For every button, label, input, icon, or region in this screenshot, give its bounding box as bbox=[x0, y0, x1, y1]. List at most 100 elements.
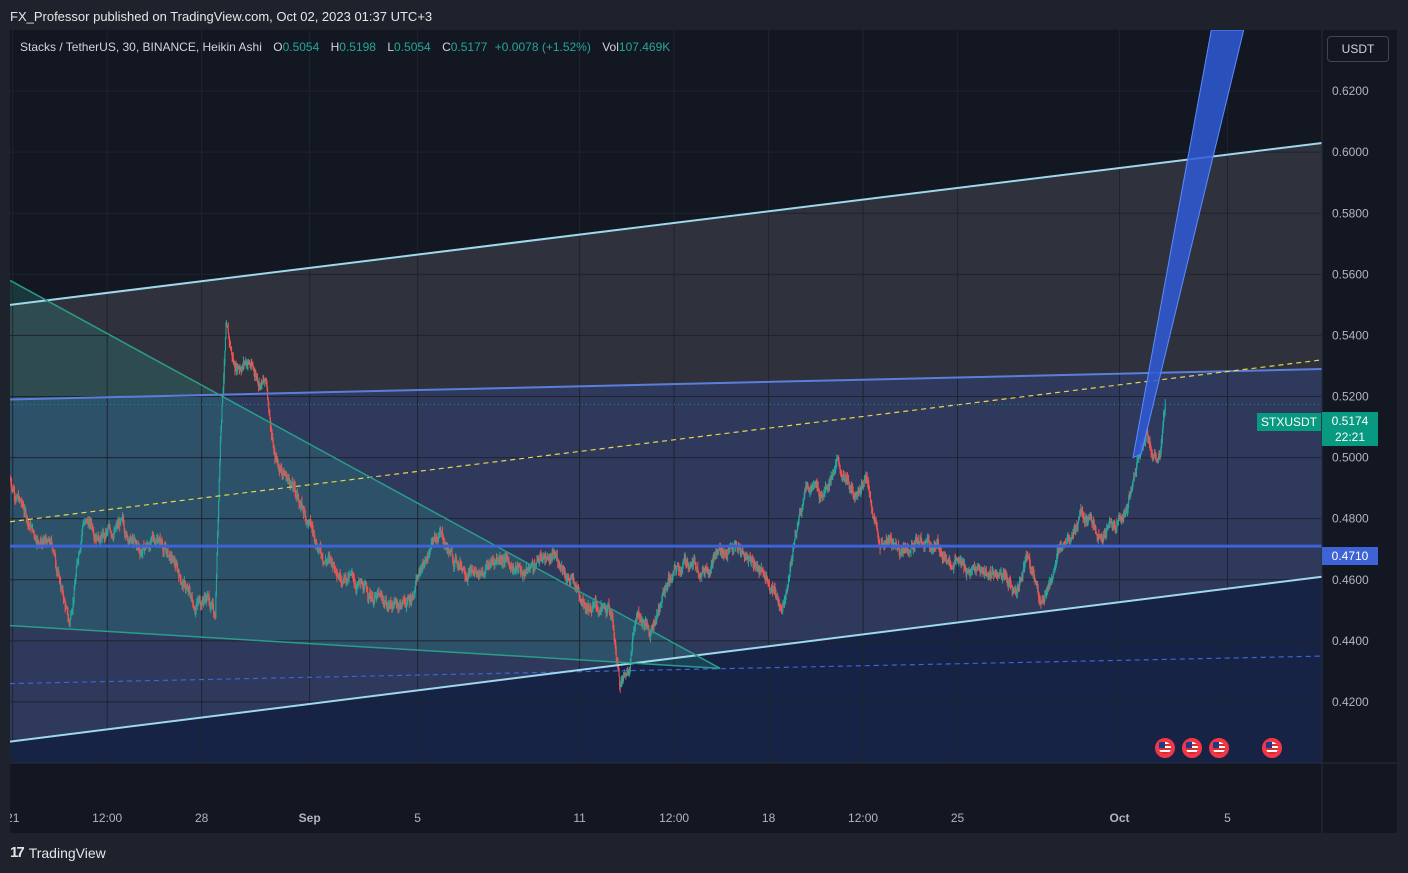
triangle-upper-edge[interactable] bbox=[10, 279, 721, 669]
candle bbox=[424, 562, 426, 566]
candle bbox=[355, 586, 357, 590]
candle bbox=[390, 602, 392, 605]
candle bbox=[1038, 597, 1040, 601]
candle bbox=[93, 533, 95, 537]
candle bbox=[362, 582, 364, 587]
dashed-lower-line[interactable] bbox=[10, 655, 1323, 685]
chart-area[interactable]: 0.42000.44000.46000.48000.50000.52000.54… bbox=[10, 30, 1397, 833]
candle bbox=[932, 549, 934, 551]
candle bbox=[231, 350, 233, 353]
candle bbox=[971, 566, 973, 570]
candle bbox=[435, 538, 437, 541]
candle bbox=[1101, 538, 1103, 540]
legend-close-value: 0.5177 bbox=[450, 40, 488, 54]
candle bbox=[870, 494, 871, 500]
candle bbox=[690, 563, 692, 565]
us-flag-icon[interactable] bbox=[1155, 738, 1175, 758]
candle bbox=[587, 607, 589, 610]
candle bbox=[416, 577, 418, 582]
candle bbox=[685, 560, 687, 564]
candle bbox=[121, 517, 123, 519]
candle bbox=[630, 654, 632, 663]
candle bbox=[304, 511, 306, 518]
candle bbox=[536, 562, 537, 568]
candle bbox=[716, 553, 718, 555]
tradingview-brand[interactable]: 17 TradingView bbox=[10, 844, 106, 861]
candle bbox=[293, 484, 295, 486]
candle bbox=[408, 598, 410, 603]
candle bbox=[561, 565, 563, 570]
candle bbox=[34, 537, 36, 539]
candle bbox=[1025, 556, 1027, 562]
triangle-lower-edge[interactable] bbox=[10, 624, 721, 670]
candle bbox=[73, 590, 75, 601]
channel-lower-line[interactable] bbox=[10, 575, 1323, 743]
candle bbox=[941, 555, 943, 557]
candle bbox=[497, 560, 499, 563]
candle bbox=[985, 570, 987, 573]
candle bbox=[947, 560, 949, 563]
candle bbox=[220, 427, 222, 440]
candle bbox=[394, 601, 396, 604]
projection-wedge[interactable] bbox=[1132, 30, 1245, 459]
candle bbox=[78, 554, 80, 560]
currency-button[interactable]: USDT bbox=[1327, 36, 1389, 62]
candle bbox=[422, 563, 424, 566]
candle bbox=[60, 587, 62, 589]
candle bbox=[864, 476, 866, 479]
candle bbox=[1040, 601, 1042, 603]
candle bbox=[739, 547, 741, 550]
candle bbox=[625, 673, 627, 676]
candle bbox=[136, 541, 138, 547]
candle bbox=[730, 547, 731, 549]
candle bbox=[1046, 590, 1048, 592]
candle bbox=[933, 546, 934, 550]
candle bbox=[389, 603, 391, 606]
us-flag-icon[interactable] bbox=[1262, 738, 1282, 758]
candle bbox=[273, 447, 275, 451]
candle bbox=[339, 574, 341, 579]
candle bbox=[244, 362, 246, 364]
candle bbox=[611, 615, 613, 620]
candle bbox=[426, 556, 428, 562]
candle bbox=[1011, 586, 1013, 588]
candle bbox=[888, 537, 890, 541]
dashed-midline[interactable] bbox=[10, 359, 1323, 523]
candle bbox=[86, 520, 88, 522]
candle bbox=[233, 362, 235, 364]
blue-band-line[interactable] bbox=[10, 368, 1323, 401]
candle bbox=[737, 549, 739, 552]
candle bbox=[1009, 580, 1010, 583]
channel-upper-line[interactable] bbox=[10, 142, 1323, 306]
us-flag-icon[interactable] bbox=[1209, 738, 1229, 758]
candle bbox=[13, 491, 15, 493]
candle bbox=[74, 585, 76, 591]
candle bbox=[514, 570, 515, 572]
candle bbox=[608, 604, 610, 606]
candle bbox=[354, 584, 356, 587]
candle bbox=[596, 604, 598, 607]
candle bbox=[460, 565, 462, 567]
candle bbox=[1129, 494, 1131, 496]
candle bbox=[35, 537, 37, 541]
candle bbox=[758, 571, 760, 574]
candle bbox=[742, 551, 744, 555]
candle bbox=[588, 606, 590, 610]
candle bbox=[997, 573, 999, 576]
candle bbox=[892, 544, 893, 546]
us-flag-icon[interactable] bbox=[1182, 738, 1202, 758]
candle bbox=[679, 568, 681, 571]
candle bbox=[895, 542, 897, 547]
candle bbox=[279, 469, 281, 472]
candle bbox=[501, 559, 503, 563]
candle bbox=[559, 564, 561, 568]
candle bbox=[380, 594, 382, 596]
candle bbox=[541, 556, 542, 559]
candle bbox=[906, 547, 907, 550]
candle bbox=[978, 567, 980, 569]
candle bbox=[916, 539, 918, 544]
legend-symbol[interactable]: Stacks / TetherUS, 30, BINANCE, Heikin A… bbox=[20, 40, 262, 54]
candle bbox=[810, 487, 812, 490]
candle bbox=[616, 658, 618, 662]
candle bbox=[165, 549, 167, 554]
